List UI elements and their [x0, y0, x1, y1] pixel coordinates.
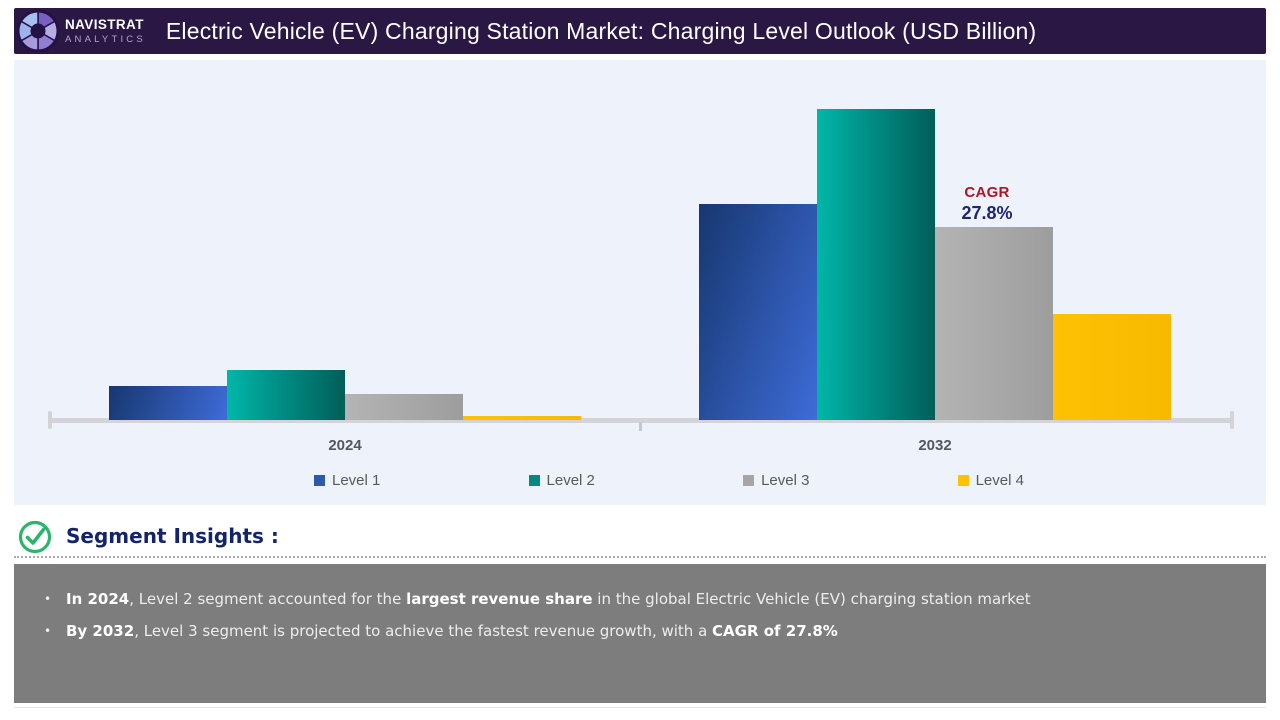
bullet-icon: • — [44, 624, 52, 638]
check-circle-icon — [18, 520, 52, 554]
legend-item-level-3: Level 3 — [743, 472, 809, 489]
legend-swatch-icon — [314, 475, 325, 486]
legend-label: Level 2 — [546, 472, 595, 489]
insight-text-bold: In 2024 — [66, 590, 130, 608]
bar-2032-level-4 — [1053, 314, 1171, 420]
brand-tagline: ANALYTICS — [65, 33, 146, 45]
insight-text: in the global Electric Vehicle (EV) char… — [592, 590, 1031, 608]
bar-2024-level-2 — [227, 370, 345, 420]
insight-text: , Level 3 segment is projected to achiev… — [134, 622, 713, 640]
cagr-label: CAGR — [964, 184, 1010, 201]
x-axis-category-label: 2032 — [918, 437, 952, 454]
insight-text: , Level 2 segment accounted for the — [129, 590, 407, 608]
legend-swatch-icon — [957, 475, 969, 486]
cagr-value: 27.8% — [961, 203, 1013, 223]
legend-label: Level 3 — [761, 472, 810, 489]
insights-box: • In 2024, Level 2 segment accounted for … — [14, 564, 1266, 703]
legend-label: Level 4 — [975, 472, 1024, 489]
bar-2032-level-2 — [817, 109, 935, 420]
insight-text-bold: CAGR of 27.8% — [712, 622, 838, 640]
legend-swatch-icon — [743, 475, 755, 486]
brand-block: NAVISTRAT ANALYTICS — [65, 18, 146, 44]
insight-text-bold: largest revenue share — [406, 590, 593, 608]
legend-label: Level 1 — [332, 472, 381, 489]
legend-item-level-2: Level 2 — [528, 472, 595, 489]
bar-2032-level-3 — [935, 227, 1053, 420]
bullet-icon: • — [44, 592, 52, 606]
insights-heading: Segment Insights : — [66, 524, 279, 548]
bar-2024-level-4 — [463, 416, 581, 420]
legend-item-level-4: Level 4 — [957, 472, 1024, 489]
insight-bullet: • By 2032, Level 3 segment is projected t… — [44, 622, 1226, 640]
chart-panel: 2024 2032 CAGR 27.8% Level 1 Level 2 Level … — [14, 60, 1266, 505]
header-bar: NAVISTRAT ANALYTICS Electric Vehicle (EV… — [14, 8, 1266, 54]
bar-2024-level-1 — [109, 386, 227, 420]
page-title: Electric Vehicle (EV) Charging Station M… — [165, 17, 1037, 44]
bar-2024-level-3 — [345, 394, 463, 420]
x-axis-category-label: 2024 — [328, 437, 362, 454]
chart-legend: Level 1 Level 2 Level 3 Level 4 — [314, 472, 1024, 489]
insight-bullet: • In 2024, Level 2 segment accounted for … — [44, 590, 1226, 608]
cagr-annotation: CAGR 27.8% — [927, 184, 1047, 224]
bottom-divider — [14, 707, 1266, 708]
x-axis-center-tick — [639, 422, 642, 431]
bar-2032-level-1 — [699, 204, 817, 420]
legend-item-level-1: Level 1 — [314, 472, 380, 489]
navistrat-logo-icon — [16, 9, 60, 53]
separator-line — [14, 556, 1266, 558]
legend-swatch-icon — [528, 475, 540, 486]
insight-text-bold: By 2032 — [66, 622, 135, 640]
x-axis-line — [50, 418, 1234, 423]
brand-name: NAVISTRAT — [65, 17, 144, 32]
